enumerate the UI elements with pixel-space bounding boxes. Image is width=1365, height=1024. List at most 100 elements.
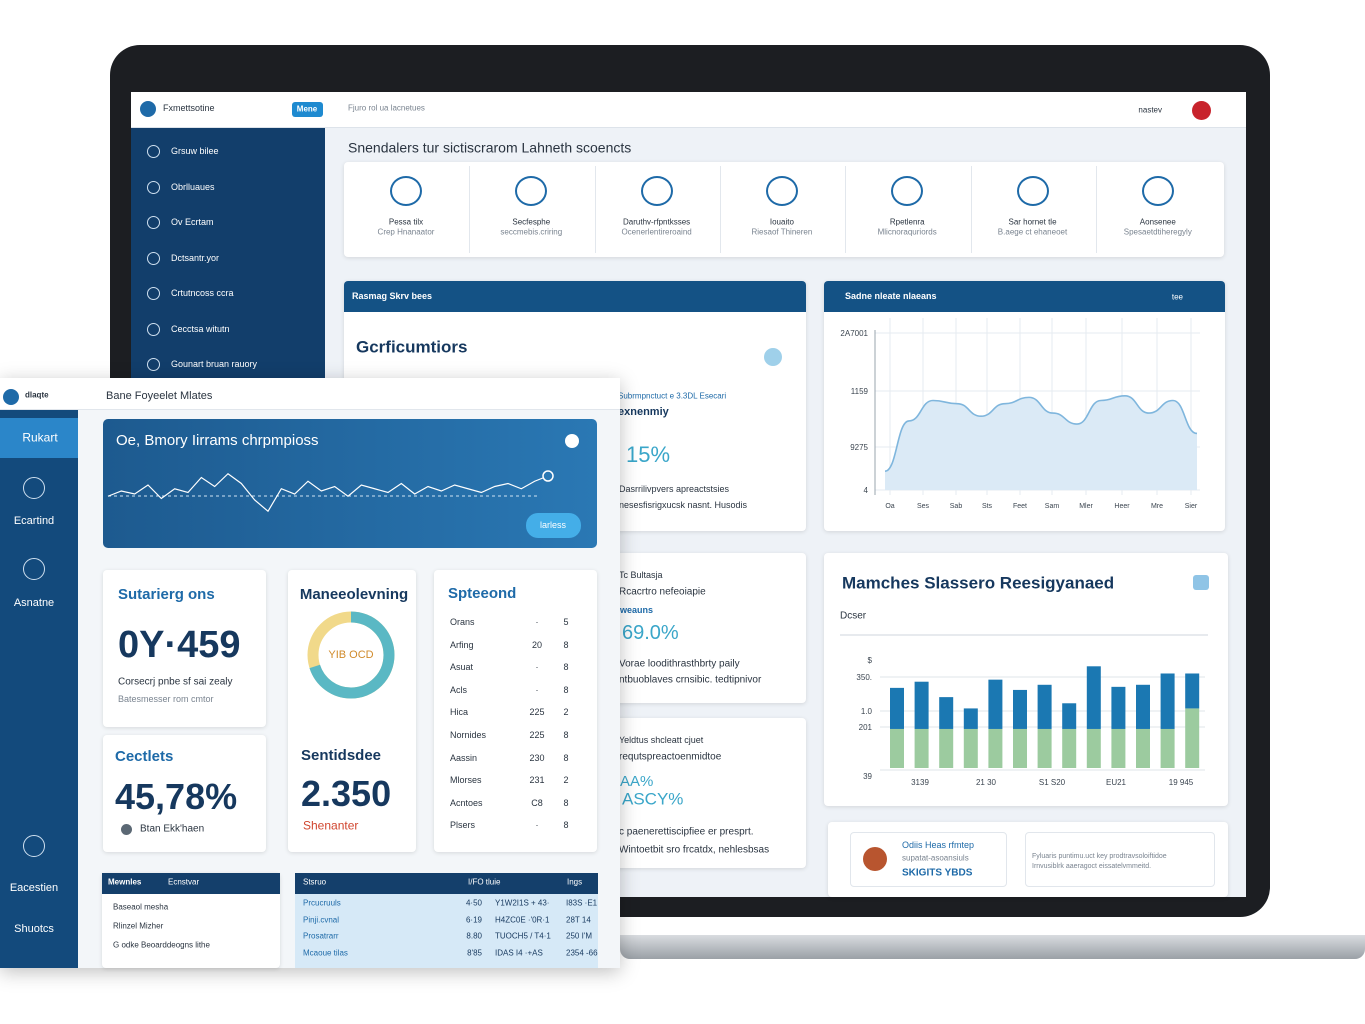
list-value: C8 (531, 797, 543, 808)
panel-header (344, 281, 806, 312)
stat-title: Cectlets (115, 747, 174, 765)
feature-icon (891, 176, 924, 206)
badge-bg[interactable] (292, 102, 323, 117)
bar-segment (1136, 684, 1150, 729)
panel-subtitle: Dcser (840, 610, 867, 622)
y-axis-label: 2A7001 (840, 329, 868, 338)
promo-text: Fyluaris puntimu.uct key prodtravsoloift… (1032, 853, 1167, 861)
table-cell: 28T 14 (566, 915, 591, 925)
promo-card[interactable] (1025, 832, 1215, 887)
x-axis-label: Ses (917, 503, 930, 510)
list-title: Spteeond (448, 584, 517, 602)
panel-header (824, 281, 1225, 312)
table-cell: Mcaoue tilas (303, 948, 348, 958)
table-cell: 8.80 (466, 931, 482, 941)
table-cell: Rlinzel Mizher (113, 921, 164, 931)
feature-subtitle: Crep Hnanaator (377, 227, 435, 237)
x-axis-label: Heer (1114, 503, 1130, 510)
active-nav[interactable] (0, 418, 78, 458)
logo (3, 389, 19, 405)
divider (469, 166, 471, 253)
nav-icon (23, 558, 45, 580)
card-label: weauns (620, 605, 654, 616)
table-cell: 250 I'M (566, 931, 592, 941)
stat-title: Sutarierg ons (118, 585, 215, 603)
window-title: Bane Foyeelet Mlates (106, 389, 213, 402)
list-value: 225 (529, 707, 545, 718)
card-title: Yeldtus shcleatt cjuet (619, 735, 704, 746)
feature-title: Daruthv-rfpntksses (623, 217, 691, 227)
title-bar (0, 378, 620, 410)
divider (594, 166, 596, 253)
list-value: 5 (563, 617, 569, 628)
list-name: Plsers (450, 820, 476, 831)
bar-segment (1136, 728, 1150, 768)
feature-icon (765, 176, 798, 206)
bar-segment (988, 679, 1003, 729)
window-sidebar (0, 410, 78, 968)
list-value: 230 (529, 752, 545, 763)
icon (764, 348, 782, 366)
card-text: ntbuoblaves crnsibic. tedtipnivor (619, 674, 762, 686)
avatar[interactable] (1192, 101, 1211, 120)
table-cell: Pinji.cvnal (303, 915, 340, 925)
column-header: Ecnstvar (168, 877, 200, 887)
bar-segment (1111, 728, 1126, 768)
card-subtitle: requtspreactoenmidtoe (619, 751, 722, 763)
nav-item: Asnatne (13, 596, 55, 609)
list-name: Asuat (450, 662, 474, 673)
divider (845, 166, 847, 253)
list-value: 2 (563, 775, 569, 786)
bar-segment (1013, 728, 1027, 768)
card (600, 718, 806, 868)
list-name: Acntoes (450, 797, 483, 808)
column-header: Ings (567, 877, 583, 887)
nav-icon (147, 322, 160, 336)
bar-segment (914, 681, 929, 729)
table-cell: TUOCH5 / T4·1 (495, 931, 551, 941)
bar-segment (1062, 703, 1077, 729)
panel-title: Rasmag Skrv bees (352, 291, 433, 302)
brand: Fxmettsotine (163, 103, 215, 114)
panel-title: Sadne nleate nlaeans (845, 291, 937, 302)
bar-segment (1062, 728, 1077, 768)
search: Fjuro rol ua lacnetues (348, 103, 425, 113)
feature-title: Rpetlenra (889, 217, 925, 227)
bar-segment (1037, 684, 1052, 729)
heading: Snendalers tur sictiscrarom Lahneth scoe… (348, 139, 632, 156)
card-subtitle: Rcacrtro nefeoiapie (619, 586, 706, 598)
list-name: Hica (450, 707, 469, 718)
bar-segment (939, 728, 954, 768)
bar-segment (1013, 689, 1027, 729)
x-axis-label: Feet (1013, 503, 1027, 510)
laptop-base (620, 935, 1365, 959)
y-axis-label: 4 (864, 486, 869, 495)
y-axis-label: 350. (856, 673, 872, 682)
x-axis-label: Mre (1151, 503, 1163, 510)
list-value: 8 (563, 820, 569, 831)
nav-icon (147, 251, 160, 265)
bar-segment (939, 697, 954, 729)
x-axis-label: Sts (982, 503, 993, 510)
table-cell: Prosatrarr (303, 931, 339, 941)
hero-button[interactable] (526, 513, 581, 538)
stat-text: Batesmesser rom cmtor (118, 694, 214, 705)
promo-card[interactable] (850, 832, 1007, 887)
x-axis-label: 19 945 (1169, 778, 1194, 787)
feature-subtitle: Ocenerlentireroaind (621, 227, 692, 237)
x-axis-label: Mler (1079, 503, 1093, 510)
sparkline (107, 472, 549, 513)
bar-segment (988, 728, 1003, 768)
feature-icon (1141, 176, 1174, 206)
list-name: Arfing (450, 639, 474, 650)
list-name: Aassin (450, 752, 478, 763)
stat-value: 0Y·459 (118, 624, 241, 667)
divider (970, 166, 972, 253)
promo-text: Irnvusiblrk aaeragoct eissatelvmmeitd. (1032, 863, 1152, 871)
list-value: · (535, 820, 539, 831)
x-axis-label: Oa (885, 503, 894, 510)
table-header (102, 873, 280, 894)
card-text: Vorae loodithrasthbrty paily (619, 658, 740, 670)
